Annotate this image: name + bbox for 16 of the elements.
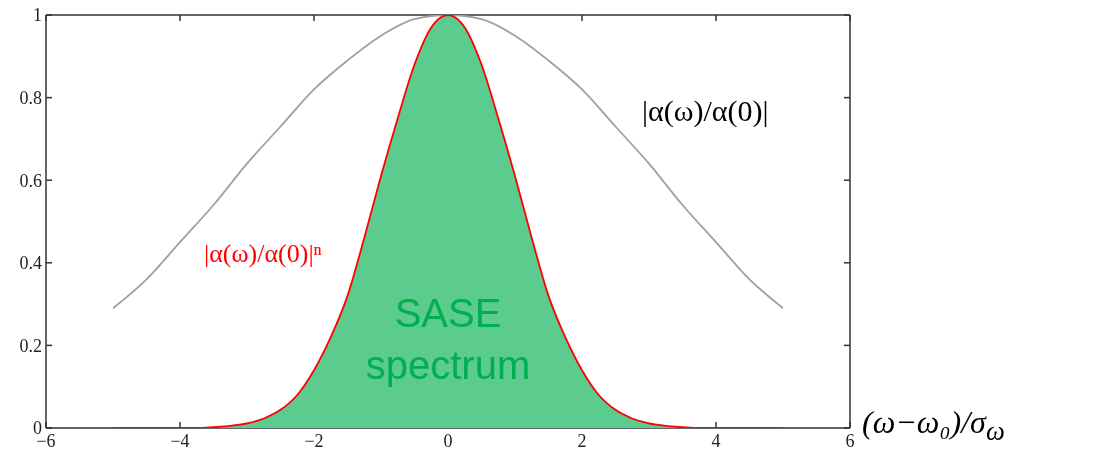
y-tick-label: 0.4: [19, 253, 42, 274]
y-tick-label: 0.2: [19, 335, 42, 356]
series-label: |α(ω)/α(0)|: [642, 94, 769, 127]
series-label: |α(ω)/α(0)|ⁿ: [204, 239, 322, 269]
series-label: SASE spectrum: [364, 290, 532, 389]
y-tick-label: 0.6: [19, 170, 42, 191]
x-axis-title: (ω−ω₀)/σ$_{ω}$: [862, 404, 1005, 448]
y-tick-label: 1: [33, 5, 42, 26]
x-tick-label: 2: [577, 430, 587, 451]
y-tick-label: 0.8: [19, 87, 42, 108]
x-tick-label: −4: [170, 430, 190, 451]
line-series: [112, 15, 784, 428]
x-tick-label: 4: [711, 430, 721, 451]
x-tick-label: 0: [443, 430, 453, 451]
x-tick-label: −2: [304, 430, 324, 451]
x-tick-label: 6: [845, 430, 855, 451]
